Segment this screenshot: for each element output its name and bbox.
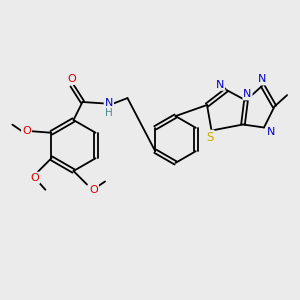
Text: O: O bbox=[67, 74, 76, 84]
Text: H: H bbox=[105, 107, 113, 118]
Text: O: O bbox=[31, 173, 39, 183]
Text: N: N bbox=[216, 80, 224, 90]
Text: N: N bbox=[257, 74, 266, 85]
Text: S: S bbox=[206, 130, 214, 144]
Text: N: N bbox=[243, 89, 252, 100]
Text: O: O bbox=[31, 173, 39, 183]
Text: N: N bbox=[105, 98, 113, 108]
Text: O: O bbox=[22, 126, 31, 136]
Text: O: O bbox=[22, 126, 31, 136]
Text: O: O bbox=[89, 185, 98, 195]
Text: O: O bbox=[67, 74, 76, 84]
Text: N: N bbox=[105, 98, 113, 108]
Text: N: N bbox=[266, 127, 275, 137]
Text: O: O bbox=[89, 185, 98, 195]
Text: H: H bbox=[105, 107, 113, 118]
